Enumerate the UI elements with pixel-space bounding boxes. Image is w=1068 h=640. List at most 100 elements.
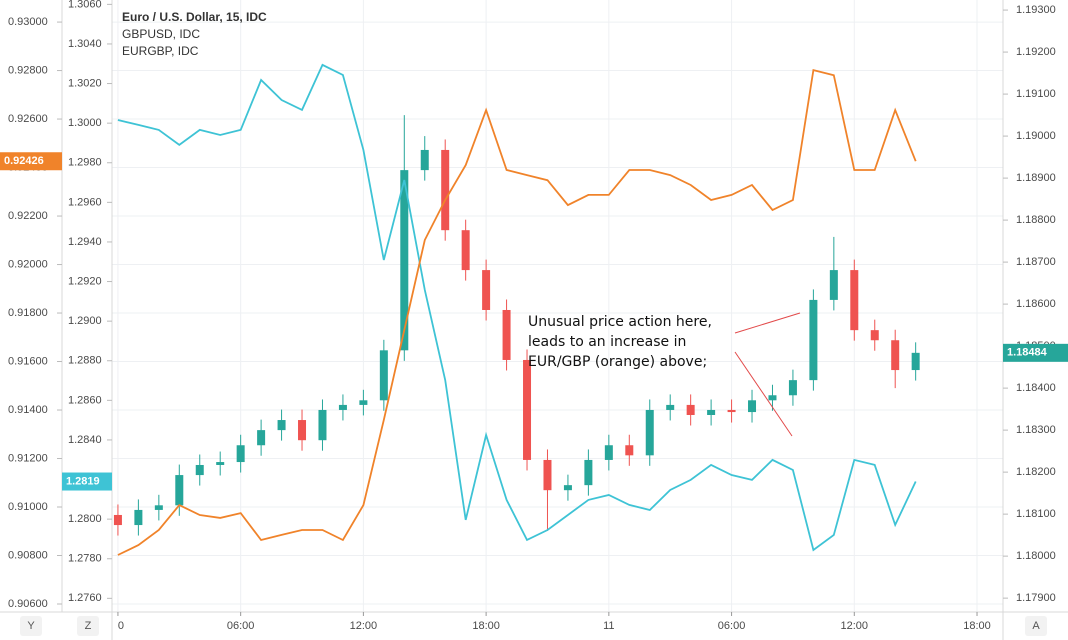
y-tick-label: 1.2860 [68,394,102,406]
y-tick-label: 1.18700 [1016,256,1056,268]
y-tick-label: 0.91400 [8,404,48,416]
candle-body [195,464,204,476]
y-tick-label: 1.18400 [1016,382,1056,394]
y-tick-label: 1.2760 [68,592,102,604]
candle-body [379,350,388,401]
candle-body [727,409,736,413]
price-badge [62,472,112,491]
candle-body [788,380,797,396]
y-tick-label: 1.18000 [1016,550,1056,562]
candle-body [461,230,470,271]
candle-body [502,309,511,360]
x-tick-label: 12:00 [350,620,378,632]
y-tick-label: 1.3040 [68,38,102,50]
candle-body [113,514,122,526]
y-tick-label: 1.2940 [68,236,102,248]
legend-entry: GBPUSD, IDC [122,27,200,41]
candle-body [400,170,409,351]
y-tick-label: 1.18900 [1016,172,1056,184]
toolbar-button-label[interactable]: Z [85,620,92,632]
candle-body [277,420,286,431]
candle-body [338,404,347,410]
candle-body [420,149,429,171]
y-tick-label: 0.91200 [8,452,48,464]
y-tick-label: 1.3020 [68,77,102,89]
y-tick-label: 1.18200 [1016,466,1056,478]
y-tick-label: 0.91000 [8,501,48,513]
y-tick-label: 1.2920 [68,275,102,287]
y-tick-label: 0.93000 [8,16,48,28]
candle-body [891,340,900,371]
y-tick-label: 0.92600 [8,113,48,125]
line-series [117,68,917,556]
y-tick-label: 1.18800 [1016,214,1056,226]
x-tick-label: 11 [603,620,614,632]
y-tick-label: 0.92000 [8,258,48,270]
y-tick-label: 1.18100 [1016,508,1056,520]
y-tick-label: 1.3000 [68,117,102,129]
y-tick-label: 1.2960 [68,196,102,208]
x-tick-label: 06:00 [227,620,255,632]
annotation: Unusual price action here, [528,314,712,330]
y-tick-label: 0.90800 [8,549,48,561]
y-tick-label: 1.17900 [1016,592,1056,604]
candle-body [829,270,838,300]
candle-body [748,400,757,413]
y-tick-label: 1.2840 [68,434,102,446]
candle-body [604,445,613,460]
y-tick-label: 0.92200 [8,210,48,222]
candle-body [359,400,368,405]
candle-body [911,352,920,371]
grid [112,0,1003,612]
y-tick-label: 0.91800 [8,307,48,319]
y-tick-label: 1.18600 [1016,298,1056,310]
price-badge-label: 0.92426 [4,155,44,167]
candle-body [236,445,245,463]
y-tick-label: 1.19300 [1016,4,1056,16]
arrow [734,351,793,437]
y-tick-label: 1.19100 [1016,88,1056,100]
toolbar-button-label[interactable]: Y [27,620,35,632]
y-tick-label: 1.19200 [1016,46,1056,58]
y-tick-label: 0.91600 [8,355,48,367]
toolbar-button[interactable] [77,616,99,636]
plot [113,63,920,556]
annotation: EUR/GBP (orange) above; [528,354,707,370]
annotation-arrows [734,312,801,437]
candle-body [154,505,163,510]
toolbar-button-label[interactable]: A [1032,620,1040,632]
candle-body [523,359,532,460]
y-tick-label: 1.19000 [1016,130,1056,142]
y-tick-label: 0.90600 [8,598,48,610]
candle-body [482,270,491,310]
candle-body [543,459,552,491]
candle-body [175,475,184,506]
price-badge-label: 1.2819 [66,475,100,487]
candle-body [645,409,654,456]
candle-body [625,445,634,456]
y-tick-label: 1.2880 [68,355,102,367]
line-series [117,63,917,552]
candle-body [134,509,143,526]
candle-body [666,404,675,410]
candle-body [584,459,593,486]
candle-body [768,395,777,401]
y-tick-label: 0.92800 [8,64,48,76]
toolbar-button[interactable] [1025,616,1047,636]
price-badge [1003,343,1068,362]
x-tick-label: 06:00 [718,620,746,632]
legend-entry: EURGBP, IDC [122,44,199,58]
y-tick-label: 1.2780 [68,553,102,565]
legend-entry: Euro / U.S. Dollar, 15, IDC [122,10,267,24]
toolbar-button[interactable] [20,616,42,636]
x-tick-label: 18:00 [472,620,500,632]
candle-body [850,270,859,331]
y-tick-label: 1.2800 [68,513,102,525]
candle-body [707,409,716,416]
toolbar: Y Z A [20,616,1047,636]
annotation: leads to an increase in [528,334,686,350]
candle-body [257,430,266,446]
x-tick-label: 12:00 [841,620,869,632]
